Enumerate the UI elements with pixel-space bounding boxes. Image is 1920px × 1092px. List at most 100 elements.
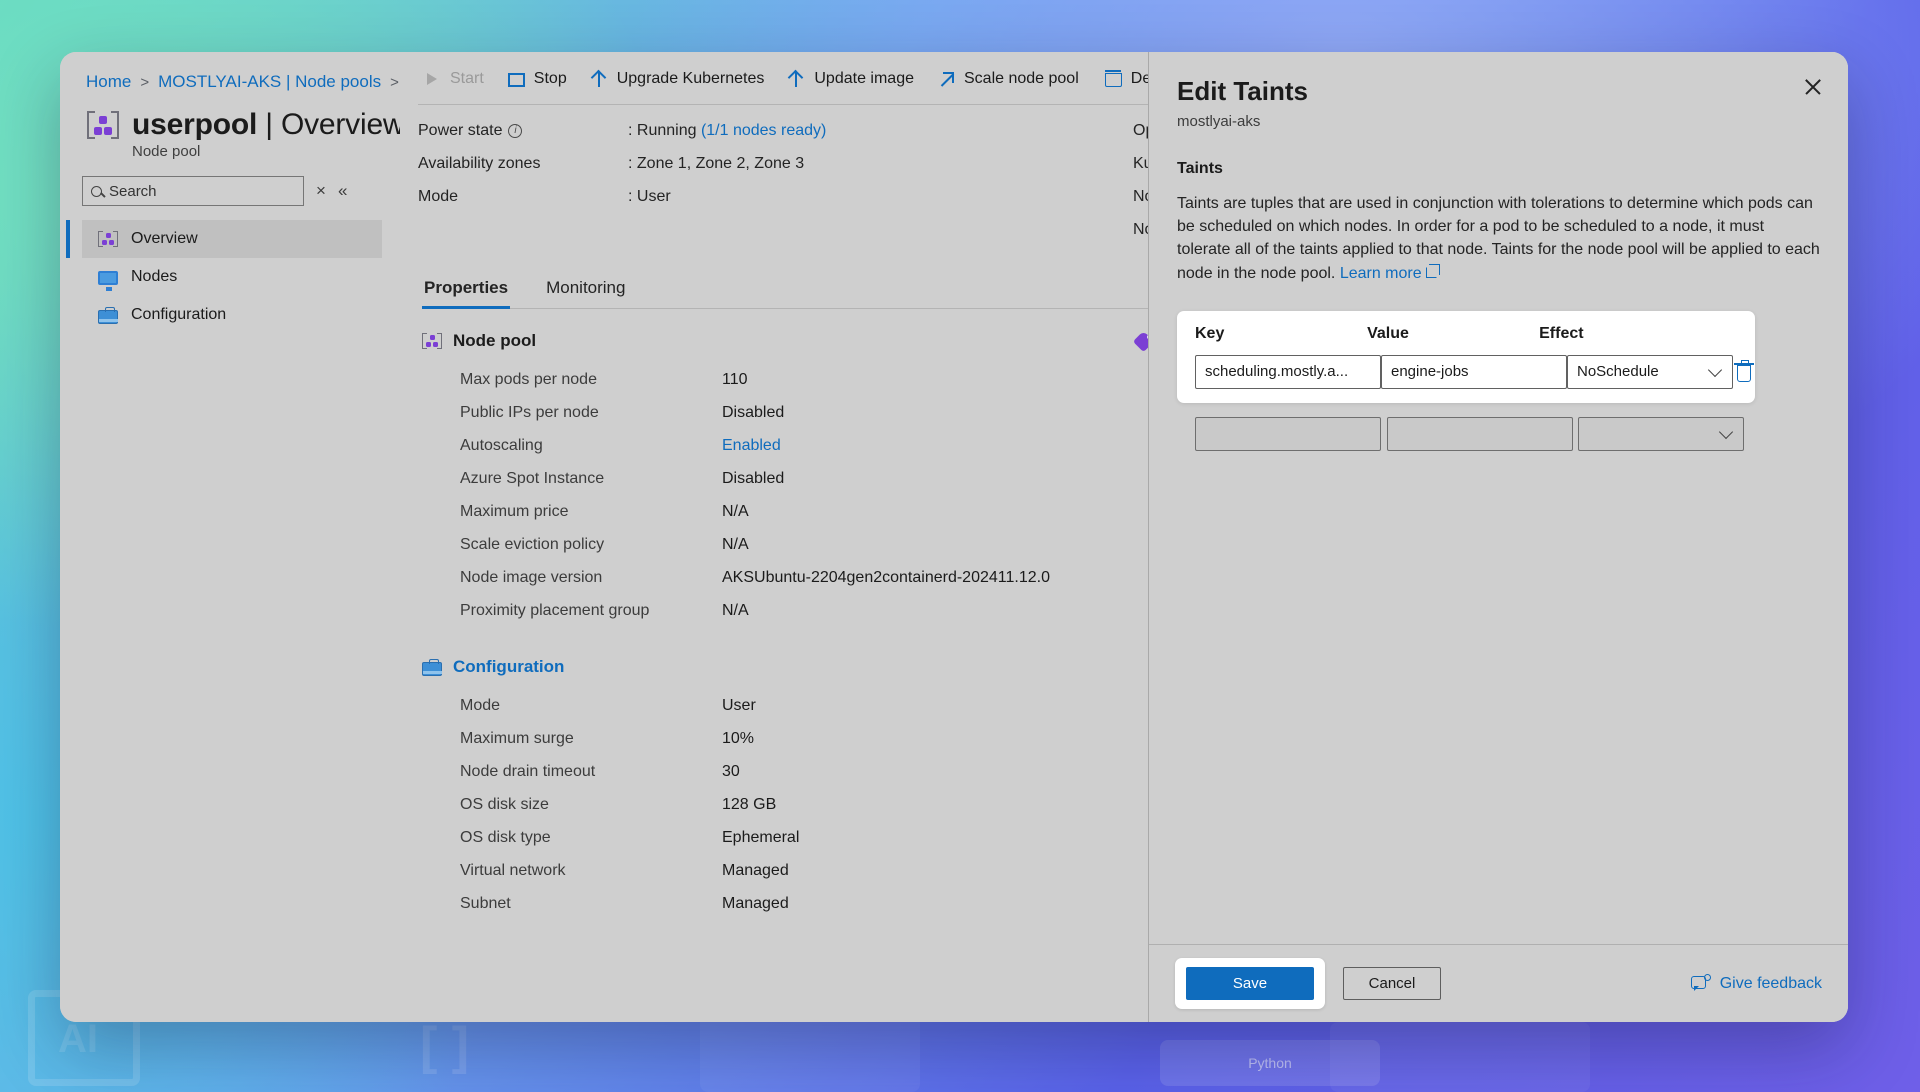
summary-key: Availability zones — [418, 155, 628, 173]
new-taint-effect-select[interactable] — [1578, 416, 1745, 451]
sidebar-item-label: Overview — [131, 230, 198, 247]
property-row: Autoscaling Enabled — [422, 429, 1105, 462]
page-subtitle: Node pool — [132, 143, 201, 160]
collapse-icon[interactable]: « — [337, 181, 348, 200]
property-value: Ephemeral — [722, 828, 800, 846]
property-row: OS disk type Ephemeral — [422, 821, 1105, 854]
monitor-icon — [98, 271, 118, 291]
property-row: Maximum price N/A — [422, 495, 1105, 528]
stop-button[interactable]: Stop — [496, 64, 579, 94]
taint-effect-select[interactable]: NoSchedule — [1567, 354, 1733, 389]
start-button[interactable]: Start — [412, 64, 496, 94]
close-icon[interactable]: × — [316, 181, 326, 200]
property-value: Disabled — [722, 403, 785, 421]
trash-icon — [1104, 70, 1122, 87]
info-icon[interactable]: i — [508, 123, 523, 138]
properties-panels: Node pool Max pods per node 110 Public I… — [400, 309, 1848, 920]
property-key: Proximity placement group — [460, 601, 650, 619]
taint-value-input[interactable] — [1381, 354, 1567, 389]
tab-monitoring[interactable]: Monitoring — [546, 278, 626, 297]
property-key: Autoscaling — [460, 436, 543, 454]
flyout-header: Edit Taints mostlyai-aks — [1149, 52, 1848, 130]
start-label: Start — [450, 70, 484, 87]
property-row: Azure Spot Instance Disabled — [422, 462, 1105, 495]
property-value: 30 — [722, 762, 740, 780]
property-value: 128 GB — [722, 795, 777, 813]
summary-value-text: Running — [636, 121, 701, 139]
property-key: OS disk type — [460, 828, 551, 846]
tab-strip: Properties Monitoring — [422, 272, 1848, 309]
portal-body: Home > MOSTLYAI-AKS | Node pools > userp… — [60, 52, 1848, 1022]
new-taint-value-input[interactable] — [1386, 416, 1573, 451]
sidebar-item-configuration[interactable]: Configuration — [82, 296, 382, 334]
taint-effect-value: NoSchedule — [1577, 363, 1659, 381]
taskbar-python-chip[interactable]: Python — [1160, 1040, 1380, 1086]
breadcrumb-item-home[interactable]: Home — [86, 72, 132, 91]
search-placeholder: Search — [109, 182, 157, 200]
autoscaling-link[interactable]: Enabled — [722, 436, 781, 454]
property-value: 110 — [722, 370, 748, 388]
upgrade-kubernetes-button[interactable]: Upgrade Kubernetes — [579, 64, 777, 94]
tab-properties[interactable]: Properties — [422, 272, 511, 309]
desktop-band-decoration — [700, 1010, 920, 1092]
page-name: Overview — [280, 108, 405, 141]
summary-row-availability-zones: Availability zones : Zone 1, Zone 2, Zon… — [418, 147, 1133, 180]
property-row: Subnet Managed — [422, 887, 1105, 920]
taint-key-input[interactable] — [1195, 354, 1381, 389]
property-key: Subnet — [460, 894, 511, 912]
give-feedback-button[interactable]: Give feedback — [1690, 973, 1822, 993]
summary-key-label: Availability zones — [418, 154, 541, 172]
property-key: Max pods per node — [460, 370, 597, 388]
stop-label: Stop — [533, 70, 567, 87]
give-feedback-label: Give feedback — [1719, 974, 1822, 992]
search-input[interactable]: Search — [82, 176, 304, 206]
search-icon — [91, 185, 102, 197]
node-pool-panel: Node pool Max pods per node 110 Public I… — [422, 331, 1135, 920]
sidebar-nav: Overview Nodes Configuration — [66, 220, 400, 334]
taints-description: Taints are tuples that are used in conju… — [1177, 192, 1820, 285]
summary-key-label: Power state — [418, 121, 503, 139]
delete-taint-button[interactable] — [1733, 359, 1755, 384]
summary-left-column: Power state i : Running (1/1 nodes ready… — [418, 106, 1133, 246]
save-button-highlight: Save — [1175, 958, 1325, 1009]
search-row: Search × « — [82, 176, 400, 206]
learn-more-link[interactable]: Learn more — [1339, 264, 1422, 282]
save-button[interactable]: Save — [1186, 967, 1314, 1000]
column-header-effect: Effect — [1539, 324, 1584, 342]
column-header-value: Value — [1367, 324, 1409, 342]
column-header-actions — [1685, 325, 1737, 343]
sidebar-item-nodes[interactable]: Nodes — [82, 258, 382, 296]
stop-icon — [507, 72, 525, 87]
resource-name: userpool — [132, 108, 258, 141]
cancel-button[interactable]: Cancel — [1343, 967, 1441, 1000]
scale-node-pool-button[interactable]: Scale node pool — [926, 64, 1091, 94]
new-taint-key-input[interactable] — [1195, 416, 1381, 451]
taint-actions-cell — [1733, 359, 1755, 384]
play-icon — [424, 71, 441, 88]
summary-key-label: Mode — [418, 187, 459, 205]
nodes-ready-link[interactable]: (1/1 nodes ready) — [700, 121, 827, 139]
summary-value: : Zone 1, Zone 2, Zone 3 — [628, 154, 805, 172]
left-column: Home > MOSTLYAI-AKS | Node pools > userp… — [60, 52, 466, 1022]
taint-row: NoSchedule — [1195, 354, 1754, 389]
property-row: Proximity placement group N/A — [422, 594, 1105, 627]
page-title: userpool | Overview — [132, 108, 405, 142]
close-icon[interactable] — [1800, 74, 1826, 100]
property-key: Maximum price — [460, 502, 569, 520]
property-row: OS disk size 128 GB — [422, 788, 1105, 821]
configuration-panel-header: Configuration — [422, 657, 1105, 677]
flyout-footer: Save Cancel Give feedback — [1149, 944, 1848, 1022]
property-key: Maximum surge — [460, 729, 574, 747]
flyout-body: Taints Taints are tuples that are used i… — [1149, 130, 1848, 944]
node-pool-icon — [86, 108, 120, 142]
update-image-button[interactable]: Update image — [776, 64, 926, 94]
new-taint-effect-cell — [1578, 416, 1745, 451]
property-key: Scale eviction policy — [460, 535, 605, 553]
breadcrumb-item-node-pools[interactable]: MOSTLYAI-AKS | Node pools — [158, 72, 382, 91]
sidebar-item-label: Configuration — [131, 306, 227, 323]
property-value: N/A — [722, 601, 749, 619]
sidebar-item-overview[interactable]: Overview — [66, 220, 382, 258]
node-pool-icon — [422, 331, 442, 351]
arrow-up-icon — [591, 71, 608, 88]
summary-value-text: Zone 1, Zone 2, Zone 3 — [636, 154, 805, 172]
